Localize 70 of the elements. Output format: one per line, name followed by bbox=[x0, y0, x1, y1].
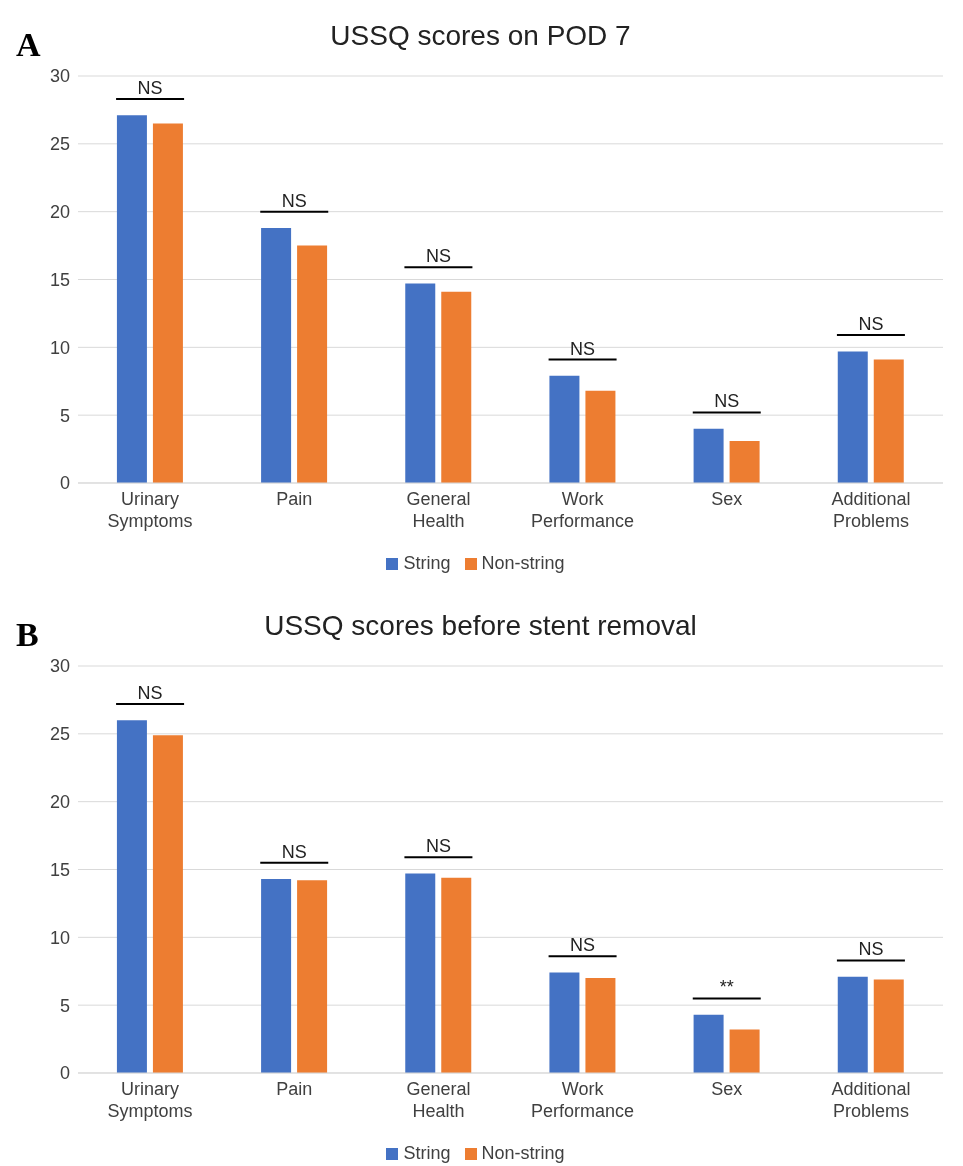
annotation: ** bbox=[719, 977, 734, 998]
text: B bbox=[16, 616, 39, 654]
bar bbox=[116, 115, 147, 483]
bar bbox=[297, 245, 328, 483]
annotation: NS bbox=[570, 338, 596, 359]
bar bbox=[405, 873, 436, 1073]
chart-title: USSQ scores before stent removal bbox=[264, 610, 697, 641]
bar bbox=[729, 440, 760, 483]
y-tick-label: 5 bbox=[59, 405, 70, 426]
y-tick-label: 0 bbox=[59, 473, 70, 494]
annotation: NS bbox=[714, 391, 740, 412]
bar bbox=[116, 720, 147, 1073]
bar bbox=[261, 879, 292, 1073]
bar bbox=[693, 428, 724, 483]
annotation: NS bbox=[137, 682, 163, 703]
bar bbox=[585, 390, 616, 483]
bar bbox=[873, 359, 904, 483]
y-tick-label: 15 bbox=[49, 269, 70, 290]
bar bbox=[837, 976, 868, 1073]
x-tick-label: Additional Problems bbox=[831, 1079, 911, 1121]
x-tick-label: General Health bbox=[406, 489, 471, 531]
bar bbox=[441, 877, 472, 1073]
y-tick-label: 25 bbox=[49, 134, 70, 155]
y-tick-label: 20 bbox=[49, 792, 70, 813]
chart-title: USSQ scores on POD 7 bbox=[330, 20, 631, 51]
annotation: NS bbox=[425, 246, 451, 267]
x-tick-label: Sex bbox=[711, 1079, 743, 1099]
bar bbox=[693, 1014, 724, 1073]
legend-label: String bbox=[402, 553, 451, 574]
bar bbox=[729, 1029, 760, 1073]
y-tick-label: 25 bbox=[49, 724, 70, 745]
y-tick-label: 10 bbox=[49, 927, 70, 948]
bar bbox=[297, 880, 328, 1073]
y-tick-label: 5 bbox=[59, 995, 70, 1016]
legend-label: Non-string bbox=[480, 553, 565, 574]
x-tick-label: Work Performance bbox=[531, 1079, 635, 1121]
annotation: NS bbox=[858, 314, 884, 335]
x-tick-label: General Health bbox=[406, 1079, 471, 1121]
x-tick-label: Work Performance bbox=[531, 489, 635, 531]
y-tick-label: 30 bbox=[49, 656, 70, 677]
bar bbox=[441, 291, 472, 483]
bar bbox=[152, 735, 183, 1073]
bar bbox=[837, 351, 868, 483]
x-tick-label: Pain bbox=[276, 489, 313, 509]
x-tick-label: Additional Problems bbox=[831, 489, 911, 531]
bar bbox=[405, 283, 436, 483]
x-tick-label: Pain bbox=[276, 1079, 313, 1099]
y-tick-label: 10 bbox=[49, 337, 70, 358]
x-tick-label: Urinary Symptoms bbox=[107, 1079, 193, 1121]
y-tick-label: 15 bbox=[49, 859, 70, 880]
bar bbox=[549, 972, 580, 1073]
legend-label: Non-string bbox=[480, 1143, 565, 1164]
annotation: NS bbox=[137, 78, 163, 99]
x-tick-label: Sex bbox=[711, 489, 743, 509]
bar bbox=[585, 978, 616, 1073]
bar bbox=[549, 375, 580, 483]
bar bbox=[261, 227, 292, 483]
bar bbox=[873, 979, 904, 1073]
annotation: NS bbox=[425, 836, 451, 857]
annotation: NS bbox=[281, 190, 307, 211]
text: A bbox=[16, 26, 41, 64]
y-tick-label: 0 bbox=[59, 1063, 70, 1084]
y-tick-label: 30 bbox=[49, 66, 70, 87]
annotation: NS bbox=[858, 939, 884, 960]
annotation: NS bbox=[281, 841, 307, 862]
bar bbox=[152, 123, 183, 483]
annotation: NS bbox=[570, 935, 596, 956]
x-tick-label: Urinary Symptoms bbox=[107, 489, 193, 531]
y-tick-label: 20 bbox=[49, 202, 70, 223]
legend-label: String bbox=[402, 1143, 451, 1164]
